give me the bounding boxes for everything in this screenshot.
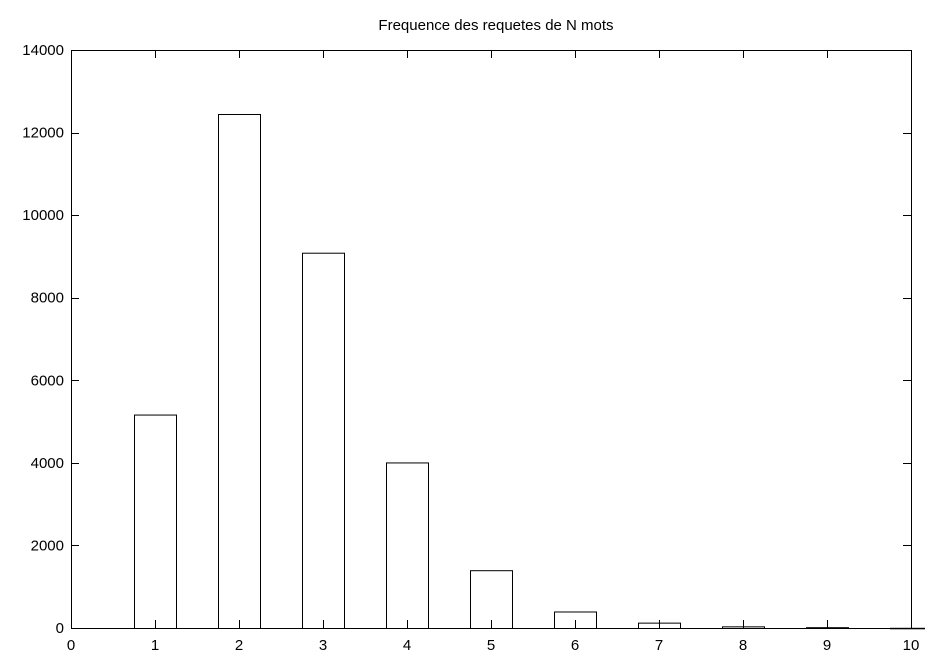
x-tick-label: 7	[655, 637, 663, 654]
x-tick-label: 0	[67, 637, 75, 654]
y-tick-label: 12000	[22, 125, 64, 142]
x-tick-label: 8	[739, 637, 747, 654]
x-tick-labels: 0 1 2 3 4 5 6 7 8 9 10	[67, 637, 920, 654]
x-tick-label: 3	[319, 637, 327, 654]
x-tick-label: 4	[403, 637, 411, 654]
ticks-layer	[71, 50, 912, 629]
bar-3	[302, 252, 345, 629]
y-tick-label: 4000	[31, 455, 64, 472]
y-tick-label: 8000	[31, 290, 64, 307]
x-tick-label: 2	[235, 637, 243, 654]
x-tick-label: 9	[823, 637, 831, 654]
y-tick-label: 0	[56, 620, 64, 637]
y-tick-labels: 0 2000 4000 6000 8000 10000 12000 14000	[22, 42, 64, 637]
chart-title: Frequence des requetes de N mots	[378, 17, 613, 34]
x-tick-label: 10	[903, 637, 920, 654]
y-tick-label: 6000	[31, 372, 64, 389]
x-tick-label: 5	[487, 637, 495, 654]
bar-5	[470, 570, 513, 630]
bars-layer	[134, 113, 925, 630]
y-tick-label: 2000	[31, 537, 64, 554]
x-tick-label: 6	[571, 637, 579, 654]
x-tick-label: 1	[151, 637, 159, 654]
plot-frame	[71, 50, 912, 629]
y-tick-label: 14000	[22, 42, 64, 59]
bar-4	[386, 462, 429, 629]
y-tick-label: 10000	[22, 207, 64, 224]
bar-2	[218, 113, 261, 629]
bar-1	[134, 414, 177, 629]
